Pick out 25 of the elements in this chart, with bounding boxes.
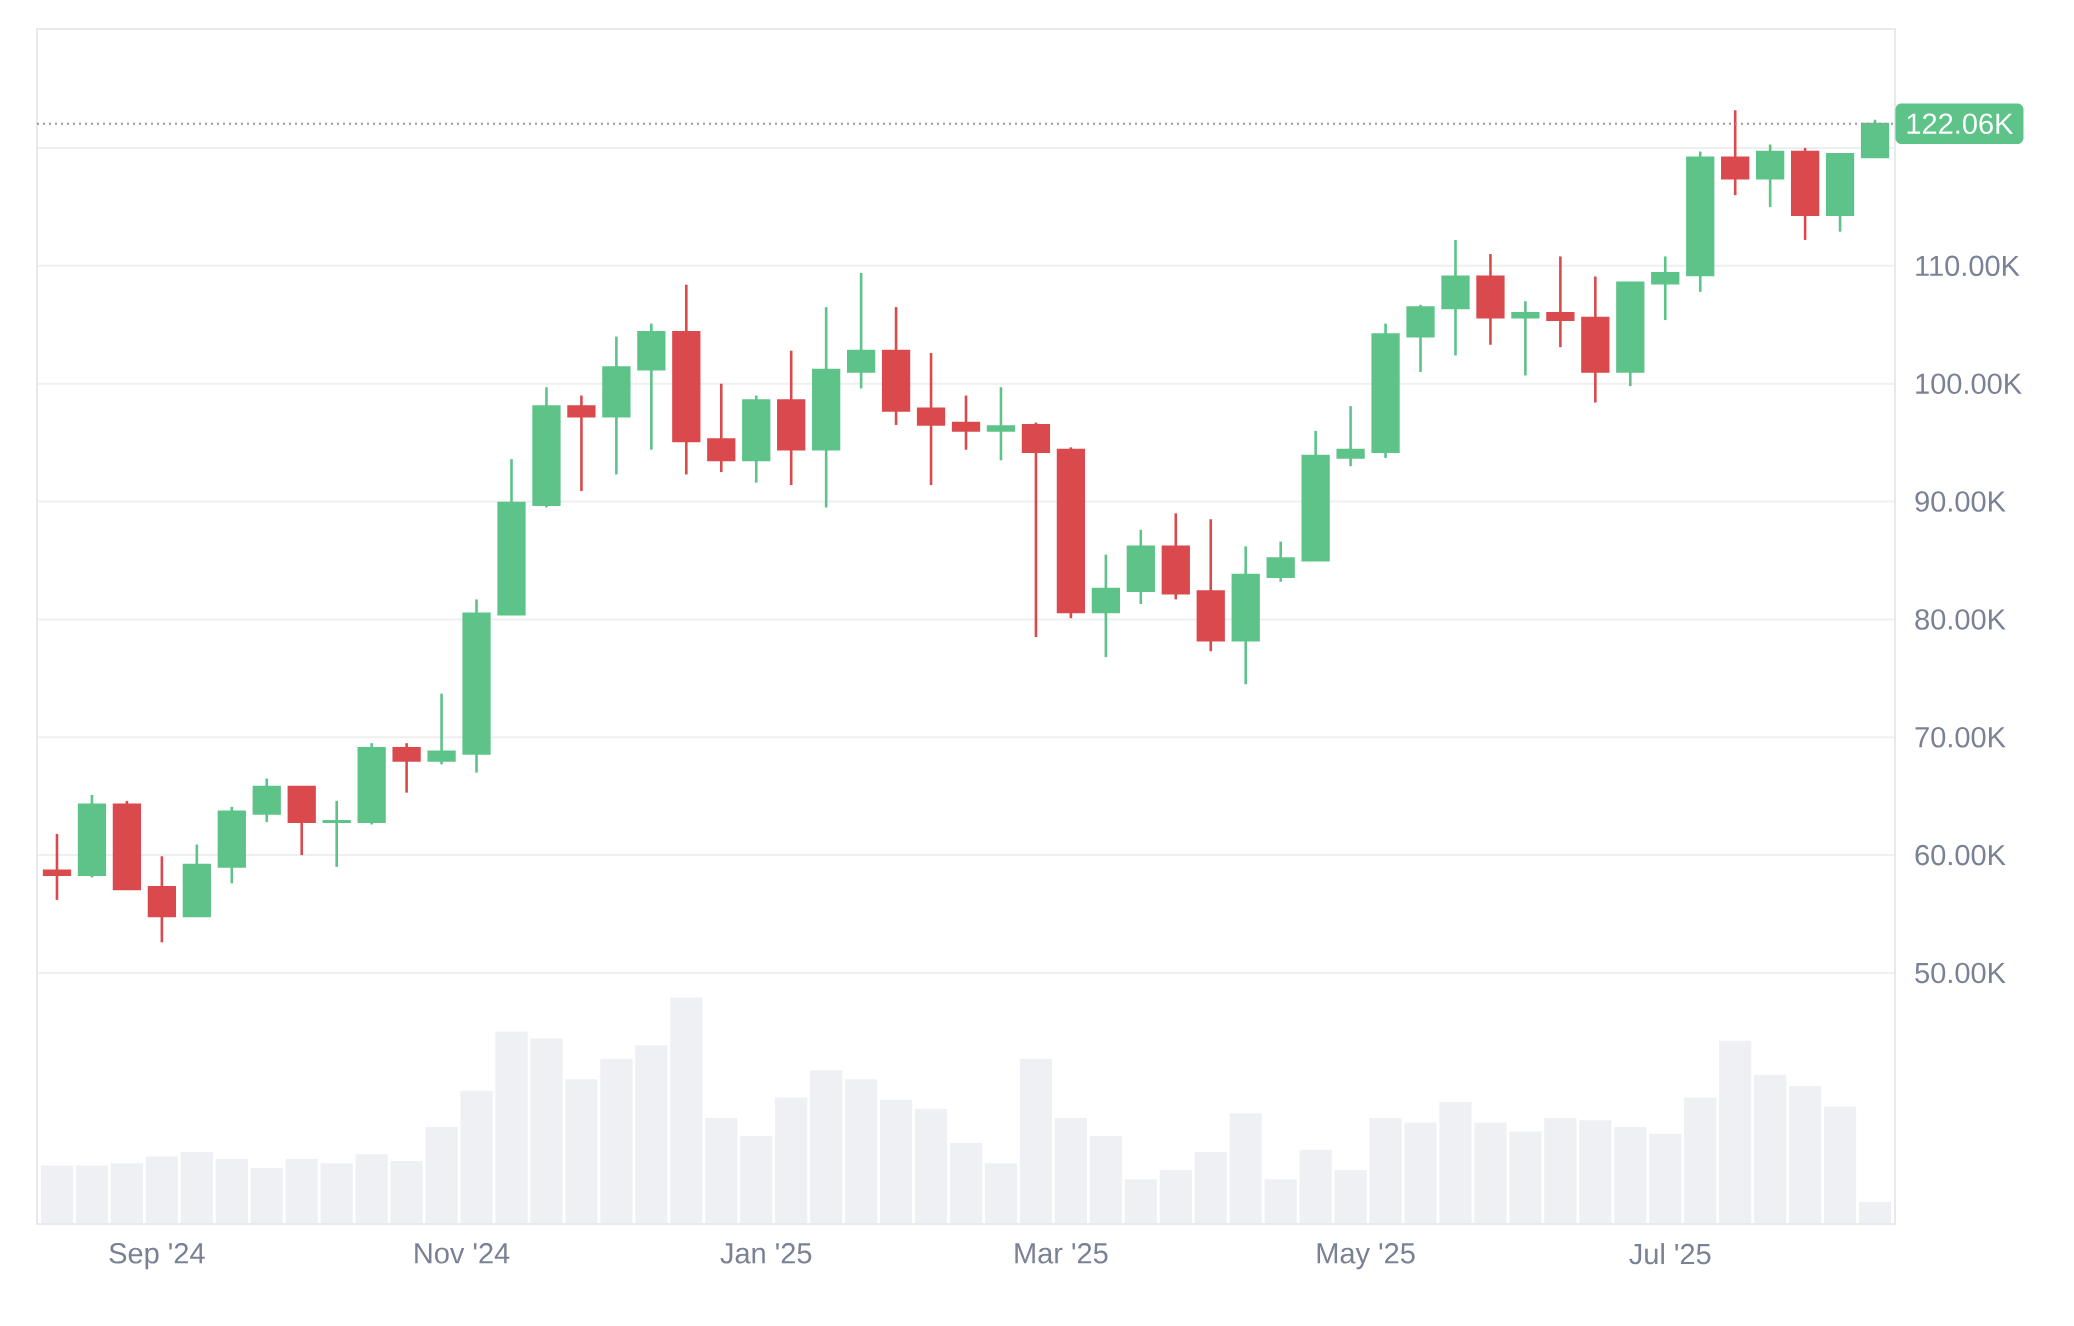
y-tick-label: 80.00K: [1915, 609, 2006, 630]
candlestick: [427, 692, 456, 766]
candlestick: [322, 799, 351, 869]
candlestick: [986, 385, 1016, 462]
y-tick-label: 70.00K: [1915, 726, 2006, 748]
y-tick-label: 50.00K: [1915, 962, 2006, 984]
x-tick-label: Jul '25: [1629, 1243, 1711, 1265]
candlestick: [1336, 404, 1365, 468]
x-tick-label: Jan '25: [720, 1243, 812, 1264]
ref-line-label: 122.06K: [1907, 113, 2014, 134]
candlestick: [951, 394, 981, 452]
y-tick-label: 100.00K: [1916, 373, 2022, 394]
y-tick-label: 90.00K: [1915, 491, 2006, 512]
x-tick-label: May '25: [1317, 1243, 1415, 1270]
x-tick-label: Sep '24: [109, 1243, 205, 1270]
x-tick-label: Mar '25: [1015, 1243, 1108, 1264]
candlestick: [567, 394, 596, 493]
candlestick: [1546, 255, 1575, 349]
y-tick-label: 110.00K: [1916, 255, 2020, 277]
candlestick: [42, 832, 72, 902]
x-tick-label: Nov '24: [415, 1243, 510, 1264]
candlestick: [1651, 255, 1680, 322]
y-tick-label: 60.00K: [1915, 844, 2006, 866]
candlestick: [1511, 299, 1540, 377]
candlestick: [916, 351, 946, 487]
